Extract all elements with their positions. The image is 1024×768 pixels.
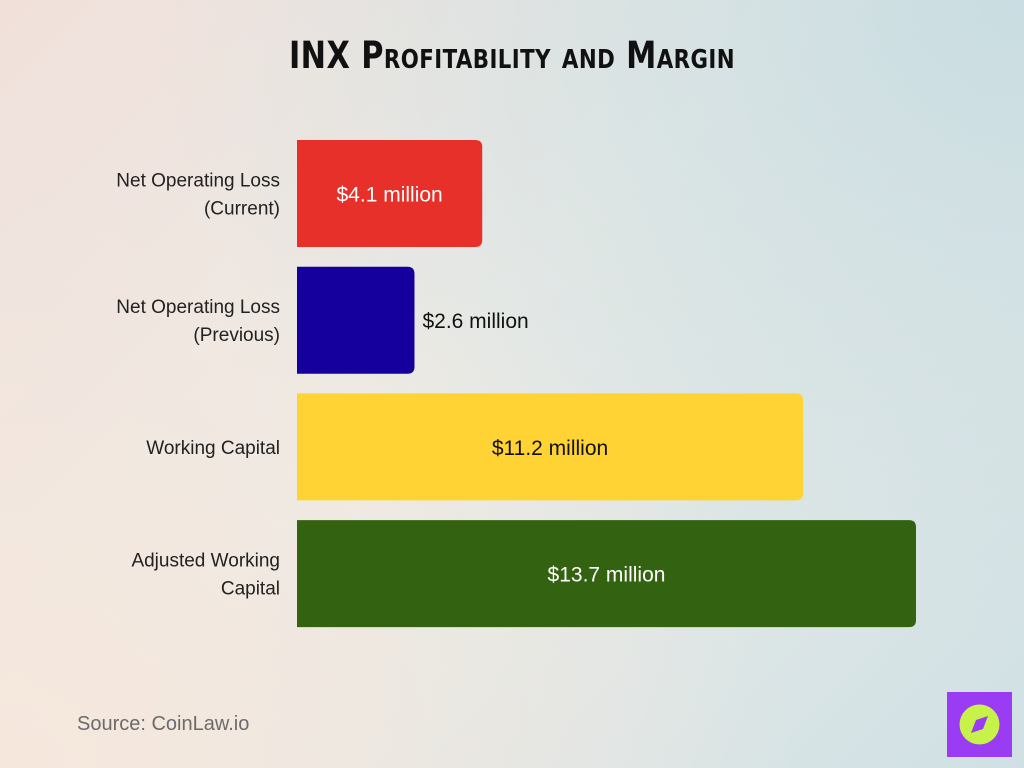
category-label: (Current) — [204, 199, 280, 220]
bar — [297, 520, 916, 628]
category-label: Working Capital — [146, 438, 280, 459]
value-label: $4.1 million — [337, 184, 443, 207]
bar-group: Net Operating Loss (Previous) $2.6 million — [116, 266, 529, 374]
bar — [297, 393, 804, 501]
source-text: Source: CoinLaw.io — [77, 713, 250, 735]
category-label: Adjusted Working — [131, 551, 280, 572]
bar — [297, 140, 483, 247]
value-label: $2.6 million — [422, 310, 528, 333]
value-label: $11.2 million — [492, 437, 608, 460]
bar-group: Adjusted Working Capital $13.7 million — [131, 520, 916, 628]
bar — [297, 266, 415, 374]
bar-group: Net Operating Loss (Current) $4.1 million — [116, 140, 483, 247]
category-label: Net Operating Loss — [116, 297, 280, 318]
category-label: Net Operating Loss — [116, 171, 280, 192]
category-label: (Previous) — [193, 325, 280, 346]
chart-title: INX Profitability and Margin — [288, 34, 736, 77]
compass-logo-icon — [947, 692, 1012, 757]
bar-group: Working Capital $11.2 million — [146, 393, 804, 501]
value-label: $13.7 million — [548, 564, 666, 587]
category-label: Capital — [221, 579, 280, 600]
